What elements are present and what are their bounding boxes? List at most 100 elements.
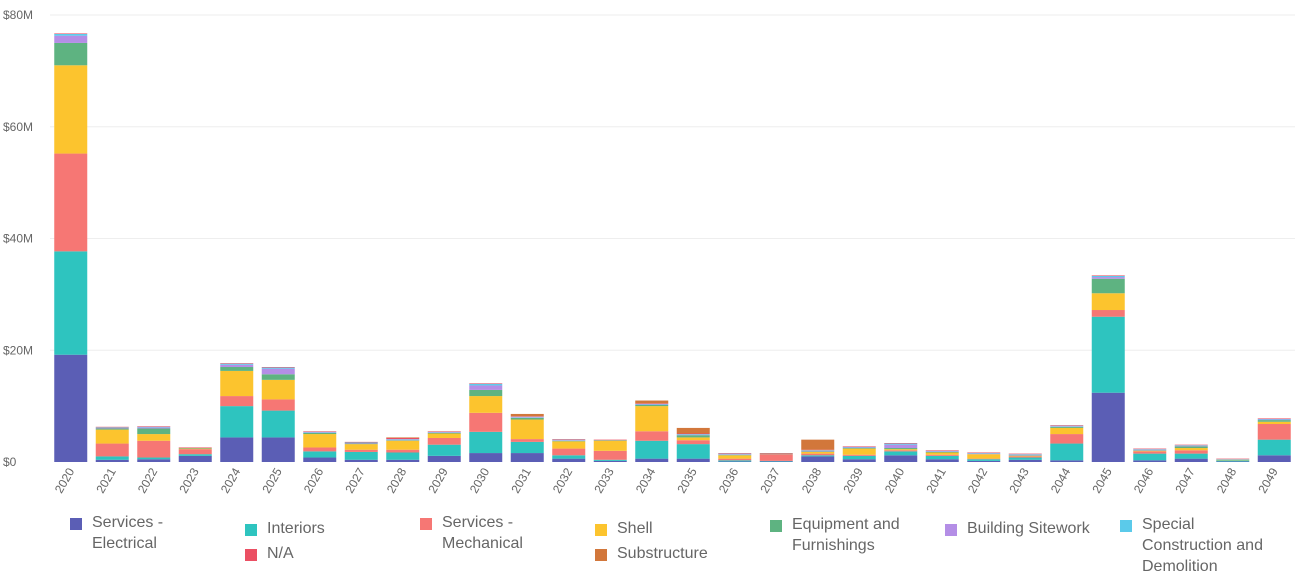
bar-segment [1008,454,1042,455]
bar-segment [178,455,212,462]
bar-segment [469,389,503,397]
bar-segment [1133,450,1167,452]
x-tick-label: 2030 [467,465,493,495]
bar-segment [303,431,337,432]
bar-segment [759,454,793,461]
x-tick-label: 2031 [508,465,534,495]
bar-segment [801,456,835,462]
legend-item-services-electrical[interactable]: Services - Electrical [70,512,230,554]
legend-item-substructure[interactable]: Substructure [595,543,755,564]
bar-segment [469,383,503,384]
bar-segment [552,440,586,441]
bar-segment [718,455,752,459]
bar-segment [1216,459,1250,461]
bar-segment [469,412,503,432]
bar-segment [178,447,212,449]
bar-segment [95,443,129,457]
bar-segment [801,451,835,454]
bar-segment [676,440,710,445]
bar-segment [1133,451,1167,454]
legend-item-na[interactable]: N/A [245,543,395,564]
bar-segment [178,448,212,450]
legend-item-interiors[interactable]: Interiors [245,518,395,539]
bar-segment [967,453,1001,454]
bar-segment [1008,459,1042,462]
legend-item-special-construction-and-demolition[interactable]: Special Construction and Demolition [1120,514,1290,577]
bar-segment [676,444,710,459]
bar-segment [552,441,586,449]
bar-segment [220,363,254,365]
x-tick-label: 2025 [259,465,285,495]
bar-segment [718,453,752,455]
bar-segment [1257,420,1291,422]
bar-segment [1091,275,1125,278]
bar-segment [593,459,627,461]
bar-segment [884,443,918,445]
bar-segment [676,434,710,436]
bar-segment [469,431,503,454]
bar-segment [925,451,959,453]
x-tick-label: 2042 [965,465,991,495]
legend-swatch [420,518,432,530]
bar-segment [137,457,171,460]
bar-segment [676,434,710,435]
bar-segment [1257,421,1291,425]
bar-segment [884,455,918,462]
bar-segment [1174,448,1208,451]
bar-segment [967,452,1001,454]
bar-segment [510,439,544,442]
bar-segment [1257,424,1291,440]
bar-segment [54,65,88,154]
x-tick-label: 2026 [301,465,327,495]
x-tick-label: 2039 [840,465,866,495]
bar-segment [261,367,295,369]
bar-segment [552,440,586,442]
legend-item-building-sitework[interactable]: Building Sitework [945,518,1115,539]
bar-segment [344,441,378,443]
bar-segment [967,454,1001,459]
bar-segment [884,450,918,452]
bar-segment [635,405,669,407]
bar-segment [1133,450,1167,451]
x-tick-label: 2027 [342,465,368,495]
bar-segment [95,428,129,430]
bar-segment [801,449,835,451]
bar-segment [1050,426,1084,428]
bar-segment [261,368,295,375]
bar-segment [54,153,88,252]
bar-segment [718,461,752,462]
x-tick-label: 2023 [176,465,202,495]
bar-segment [718,454,752,456]
bar-segment [220,437,254,462]
bar-segment [220,396,254,407]
bar-segment [676,427,710,434]
bar-segment [344,442,378,444]
bar-segment [676,437,710,441]
x-tick-label: 2022 [135,465,161,495]
bar-segment [1133,453,1167,461]
bar-segment [54,251,88,355]
bar-segment [718,453,752,454]
y-axis: $0 $20M $40M $60M $80M [3,8,33,469]
bar-segment [303,447,337,452]
x-tick-label: 2043 [1006,465,1032,495]
legend-item-shell[interactable]: Shell [595,518,755,539]
bar-segment [427,437,461,445]
bar-segment [469,383,503,386]
bar-segment [344,449,378,452]
bar-segment [344,444,378,450]
x-tick-label: 2049 [1255,465,1281,495]
x-tick-label: 2044 [1048,465,1074,495]
bar-segment [220,367,254,371]
bar-segment [510,413,544,417]
bar-segment [884,451,918,456]
bar-segment [386,440,420,441]
bar-segment [593,439,627,441]
x-tick-label: 2048 [1214,465,1240,495]
x-tick-label: 2045 [1089,465,1115,495]
legend-label: Shell [617,520,653,537]
bar-segment [635,404,669,406]
legend-item-equipment-and-furnishings[interactable]: Equipment and Furnishings [770,514,930,556]
bar-segment [54,354,88,462]
legend-item-services-mechanical[interactable]: Services - Mechanical [420,512,580,554]
